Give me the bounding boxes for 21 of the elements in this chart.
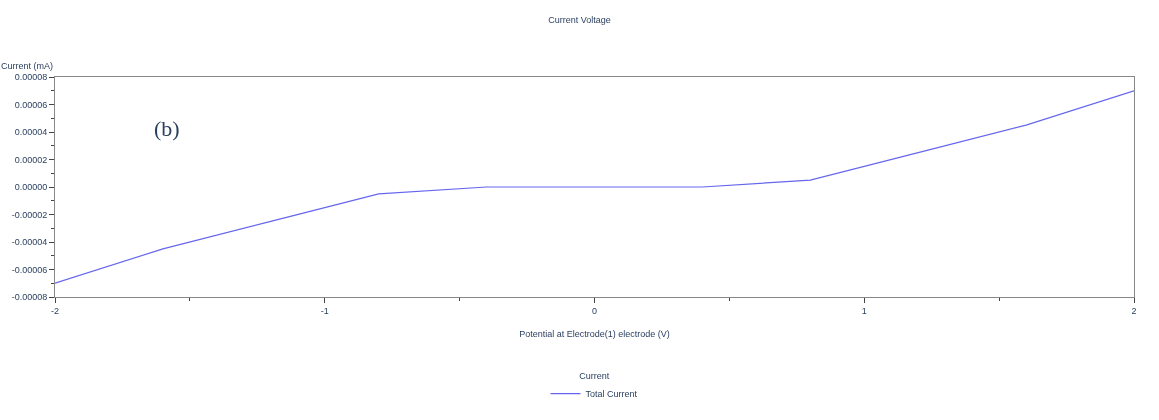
- chart-title: Current Voltage: [548, 15, 611, 26]
- y-tick-label: -0.00006: [11, 264, 48, 275]
- legend-label: Total Current: [585, 389, 638, 400]
- x-axis-title: Potential at Electrode(1) electrode (V): [519, 328, 670, 339]
- line-series: [55, 90, 1134, 284]
- x-tick-label: -1: [320, 305, 329, 316]
- y-tick-label: 0.00004: [14, 127, 48, 138]
- y-tick-label: 0.00000: [14, 182, 48, 193]
- y-tick-label: -0.00008: [11, 292, 48, 303]
- legend-title: Current: [579, 371, 610, 382]
- x-tick-label: 0: [591, 305, 598, 316]
- annotation: (b): [154, 116, 180, 141]
- y-tick-label: 0.00006: [14, 99, 48, 110]
- y-axis-title: Current (mA): [1, 61, 54, 71]
- x-tick-label: 1: [861, 305, 867, 316]
- y-tick-label: -0.00002: [11, 209, 48, 220]
- x-tick-label: -2: [50, 305, 60, 316]
- y-tick-label: -0.00004: [11, 237, 48, 248]
- y-tick-label: 0.00002: [14, 154, 48, 165]
- x-tick-label: 2: [1131, 305, 1137, 316]
- y-tick-label: 0.00008: [14, 72, 48, 83]
